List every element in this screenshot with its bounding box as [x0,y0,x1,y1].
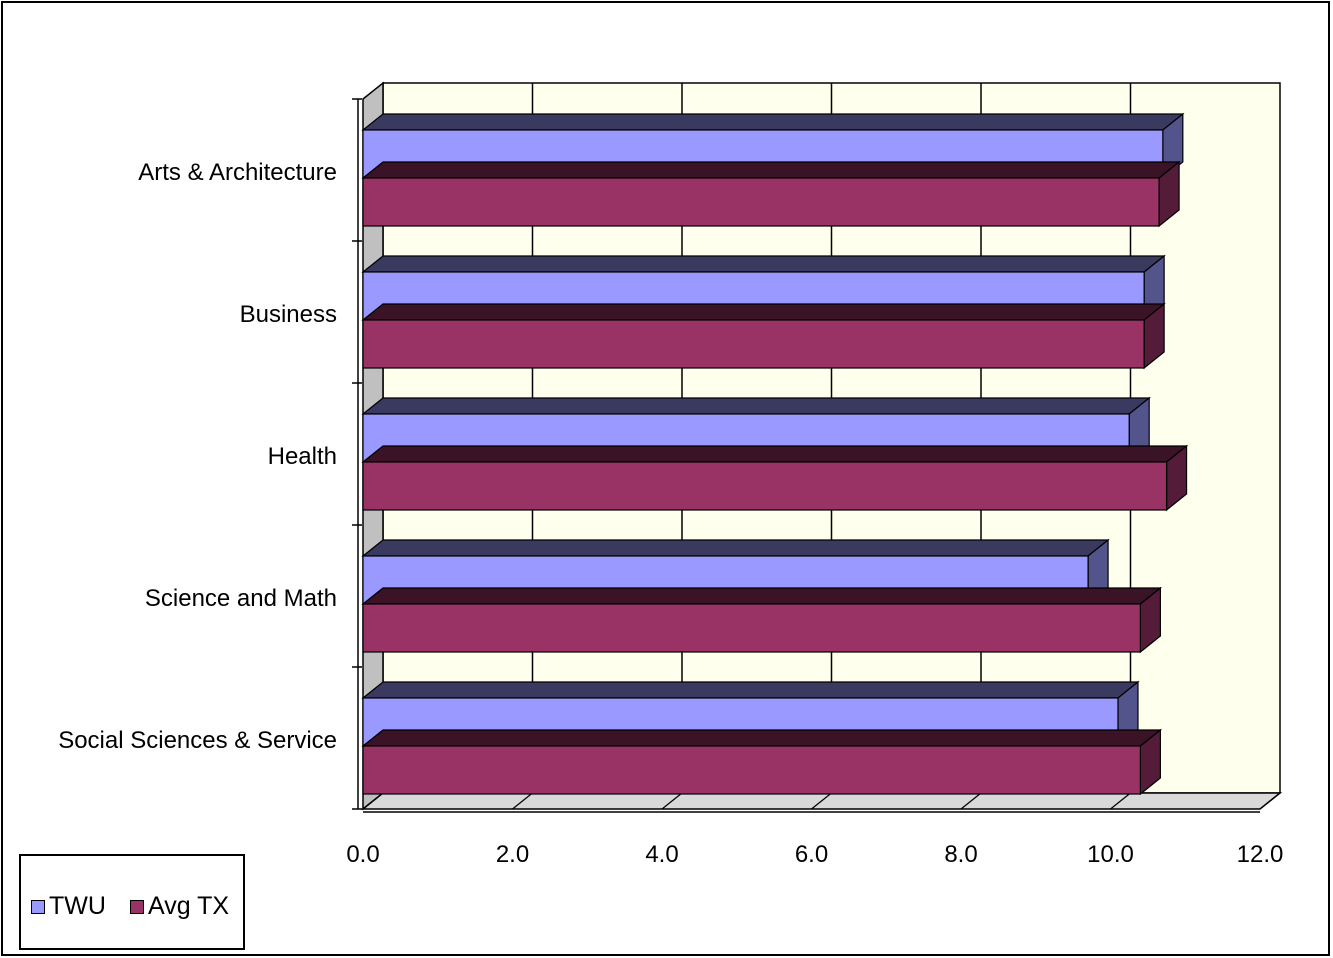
bar-top-face [361,539,1110,557]
bar-top-face [361,445,1189,463]
bar-top-face [361,303,1166,321]
bar-avg-tx-business [361,302,1166,370]
floor-gridline [512,792,533,810]
x-tick-label: 6.0 [795,841,828,868]
bar-top-face [361,113,1185,131]
floor-gridline [1110,792,1131,810]
bar-avg-tx-health [361,444,1189,512]
bar-top-face [361,161,1181,179]
floor-gridline [661,792,683,810]
category-label-business: Business [240,301,337,328]
floor-gridline [960,792,982,810]
legend-label-twu: TWU [49,892,106,920]
category-label-science-and-math: Science and Math [145,585,337,612]
bars [361,112,1189,796]
legend-swatch-twu [31,899,45,914]
bar-front-face [362,319,1145,369]
category-label-arts-architecture: Arts & Architecture [138,159,337,186]
x-tick-label: 12.0 [1237,841,1284,868]
bar-front-face [362,177,1160,227]
bar-avg-tx-science-and-math [361,586,1163,654]
axes [352,98,1260,813]
x-tick-label: 10.0 [1087,841,1134,868]
category-label-health: Health [268,443,337,470]
tick-labels: 0.0 2.0 4.0 6.0 8.0 10.0 12.0 [346,841,1283,868]
bar-top-face [361,681,1140,699]
category-labels: Arts & Architecture Business Health Science… [58,159,337,754]
x-tick-label: 4.0 [645,841,678,868]
bar-front-face [362,603,1142,653]
x-tick-label: 0.0 [346,841,379,868]
floor-gridline [811,792,832,810]
bar-top-face [361,255,1166,273]
bar-avg-tx-arts-architecture [361,160,1181,228]
bar-avg-tx-social-sciences-service [361,728,1163,796]
legend-item-twu: TWU [31,892,106,921]
legend: TWU Avg TX [19,854,245,950]
legend-item-avg-tx: Avg TX [130,892,229,921]
floor-gridline [1259,792,1281,810]
bar-top-face [361,729,1163,747]
bar-front-face [362,745,1142,795]
category-label-social-sciences-service: Social Sciences & Service [58,727,337,754]
bar-top-face [361,397,1151,415]
x-tick-label: 2.0 [496,841,529,868]
legend-label-avg-tx: Avg TX [148,892,230,920]
bar-top-face [361,587,1163,605]
floor-gridline [362,792,384,810]
x-tick-label: 8.0 [944,841,977,868]
bar-front-face [362,461,1168,511]
legend-swatch-avg-tx [130,899,144,914]
